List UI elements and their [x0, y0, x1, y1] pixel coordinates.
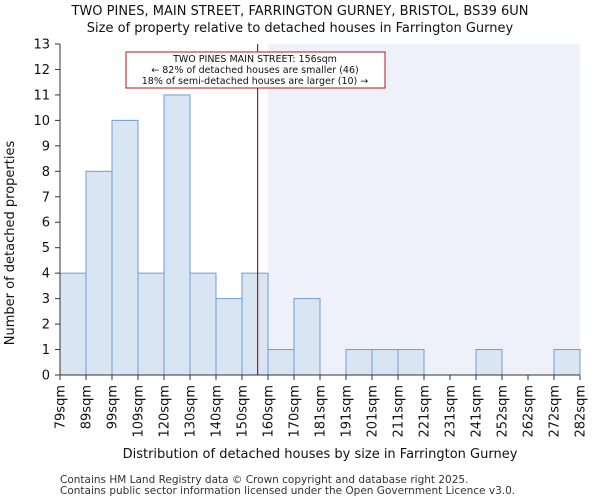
bar-191sqm — [345, 349, 373, 376]
y-tick-label-8: 8 — [42, 165, 50, 180]
x-tick-label-15: 231sqm — [444, 385, 459, 438]
bar-150sqm — [241, 272, 269, 376]
annotation-line3: 18% of semi-detached houses are larger (… — [142, 76, 369, 87]
y-tick-label-0: 0 — [42, 369, 50, 384]
x-tick-label-19: 272sqm — [548, 385, 563, 438]
y-tick-label-10: 10 — [33, 114, 50, 129]
y-tick-label-13: 13 — [33, 38, 50, 53]
x-tick-label-16: 241sqm — [470, 385, 485, 438]
x-tick-label-17: 252sqm — [496, 385, 511, 438]
bar-211sqm — [397, 349, 425, 376]
bar-120sqm — [163, 94, 191, 376]
y-tick-label-3: 3 — [42, 292, 50, 307]
x-tick-label-4: 120sqm — [158, 385, 173, 438]
x-tick-label-10: 181sqm — [314, 385, 329, 438]
annotation-box: TWO PINES MAIN STREET: 156sqm ← 82% of d… — [125, 51, 386, 89]
footer-line2: Contains public sector information licen… — [60, 485, 515, 497]
x-tick-label-3: 109sqm — [132, 385, 147, 438]
bar-241sqm — [475, 349, 503, 376]
x-tick-label-1: 89sqm — [80, 385, 95, 429]
bar-89sqm — [85, 170, 113, 376]
x-tick-label-5: 130sqm — [184, 385, 199, 438]
y-tick-label-6: 6 — [42, 216, 50, 231]
y-tick-label-12: 12 — [33, 63, 50, 78]
x-tick-label-11: 191sqm — [340, 385, 355, 438]
annotation-line1: TWO PINES MAIN STREET: 156sqm — [172, 54, 337, 65]
x-tick-label-0: 79sqm — [54, 385, 69, 429]
y-tick-label-11: 11 — [33, 88, 50, 103]
bar-140sqm — [215, 298, 243, 376]
x-tick-label-6: 140sqm — [210, 385, 225, 438]
y-tick-label-4: 4 — [42, 267, 50, 282]
bar-99sqm — [111, 119, 139, 376]
y-tick-label-2: 2 — [42, 318, 50, 333]
bar-272sqm — [553, 349, 581, 376]
x-tick-label-2: 99sqm — [106, 385, 121, 429]
annotation-line2: ← 82% of detached houses are smaller (46… — [151, 65, 358, 76]
y-tick-label-5: 5 — [42, 241, 50, 256]
bar-201sqm — [371, 349, 399, 376]
x-tick-label-12: 201sqm — [366, 385, 381, 438]
x-tick-label-9: 170sqm — [288, 385, 303, 438]
bar-79sqm — [59, 272, 87, 376]
y-tick-label-9: 9 — [42, 139, 50, 154]
y-tick-label-7: 7 — [42, 190, 50, 205]
bar-130sqm — [189, 272, 217, 376]
x-tick-label-8: 160sqm — [262, 385, 277, 438]
x-tick-label-7: 150sqm — [236, 385, 251, 438]
y-axis-label: Number of detached properties — [3, 141, 18, 346]
y-tick-label-1: 1 — [42, 343, 50, 358]
x-tick-label-13: 211sqm — [392, 385, 407, 438]
chart-title-line1: TWO PINES, MAIN STREET, FARRINGTON GURNE… — [71, 4, 529, 19]
bar-109sqm — [137, 272, 165, 376]
footer-line1: Contains HM Land Registry data © Crown c… — [60, 474, 468, 486]
bar-170sqm — [293, 298, 321, 376]
x-tick-label-18: 262sqm — [522, 385, 537, 438]
x-tick-label-14: 221sqm — [418, 385, 433, 438]
x-axis-label: Distribution of detached houses by size … — [123, 447, 518, 462]
chart-title-line2: Size of property relative to detached ho… — [87, 21, 514, 36]
x-tick-label-20: 282sqm — [574, 385, 589, 438]
bar-160sqm — [267, 349, 295, 376]
